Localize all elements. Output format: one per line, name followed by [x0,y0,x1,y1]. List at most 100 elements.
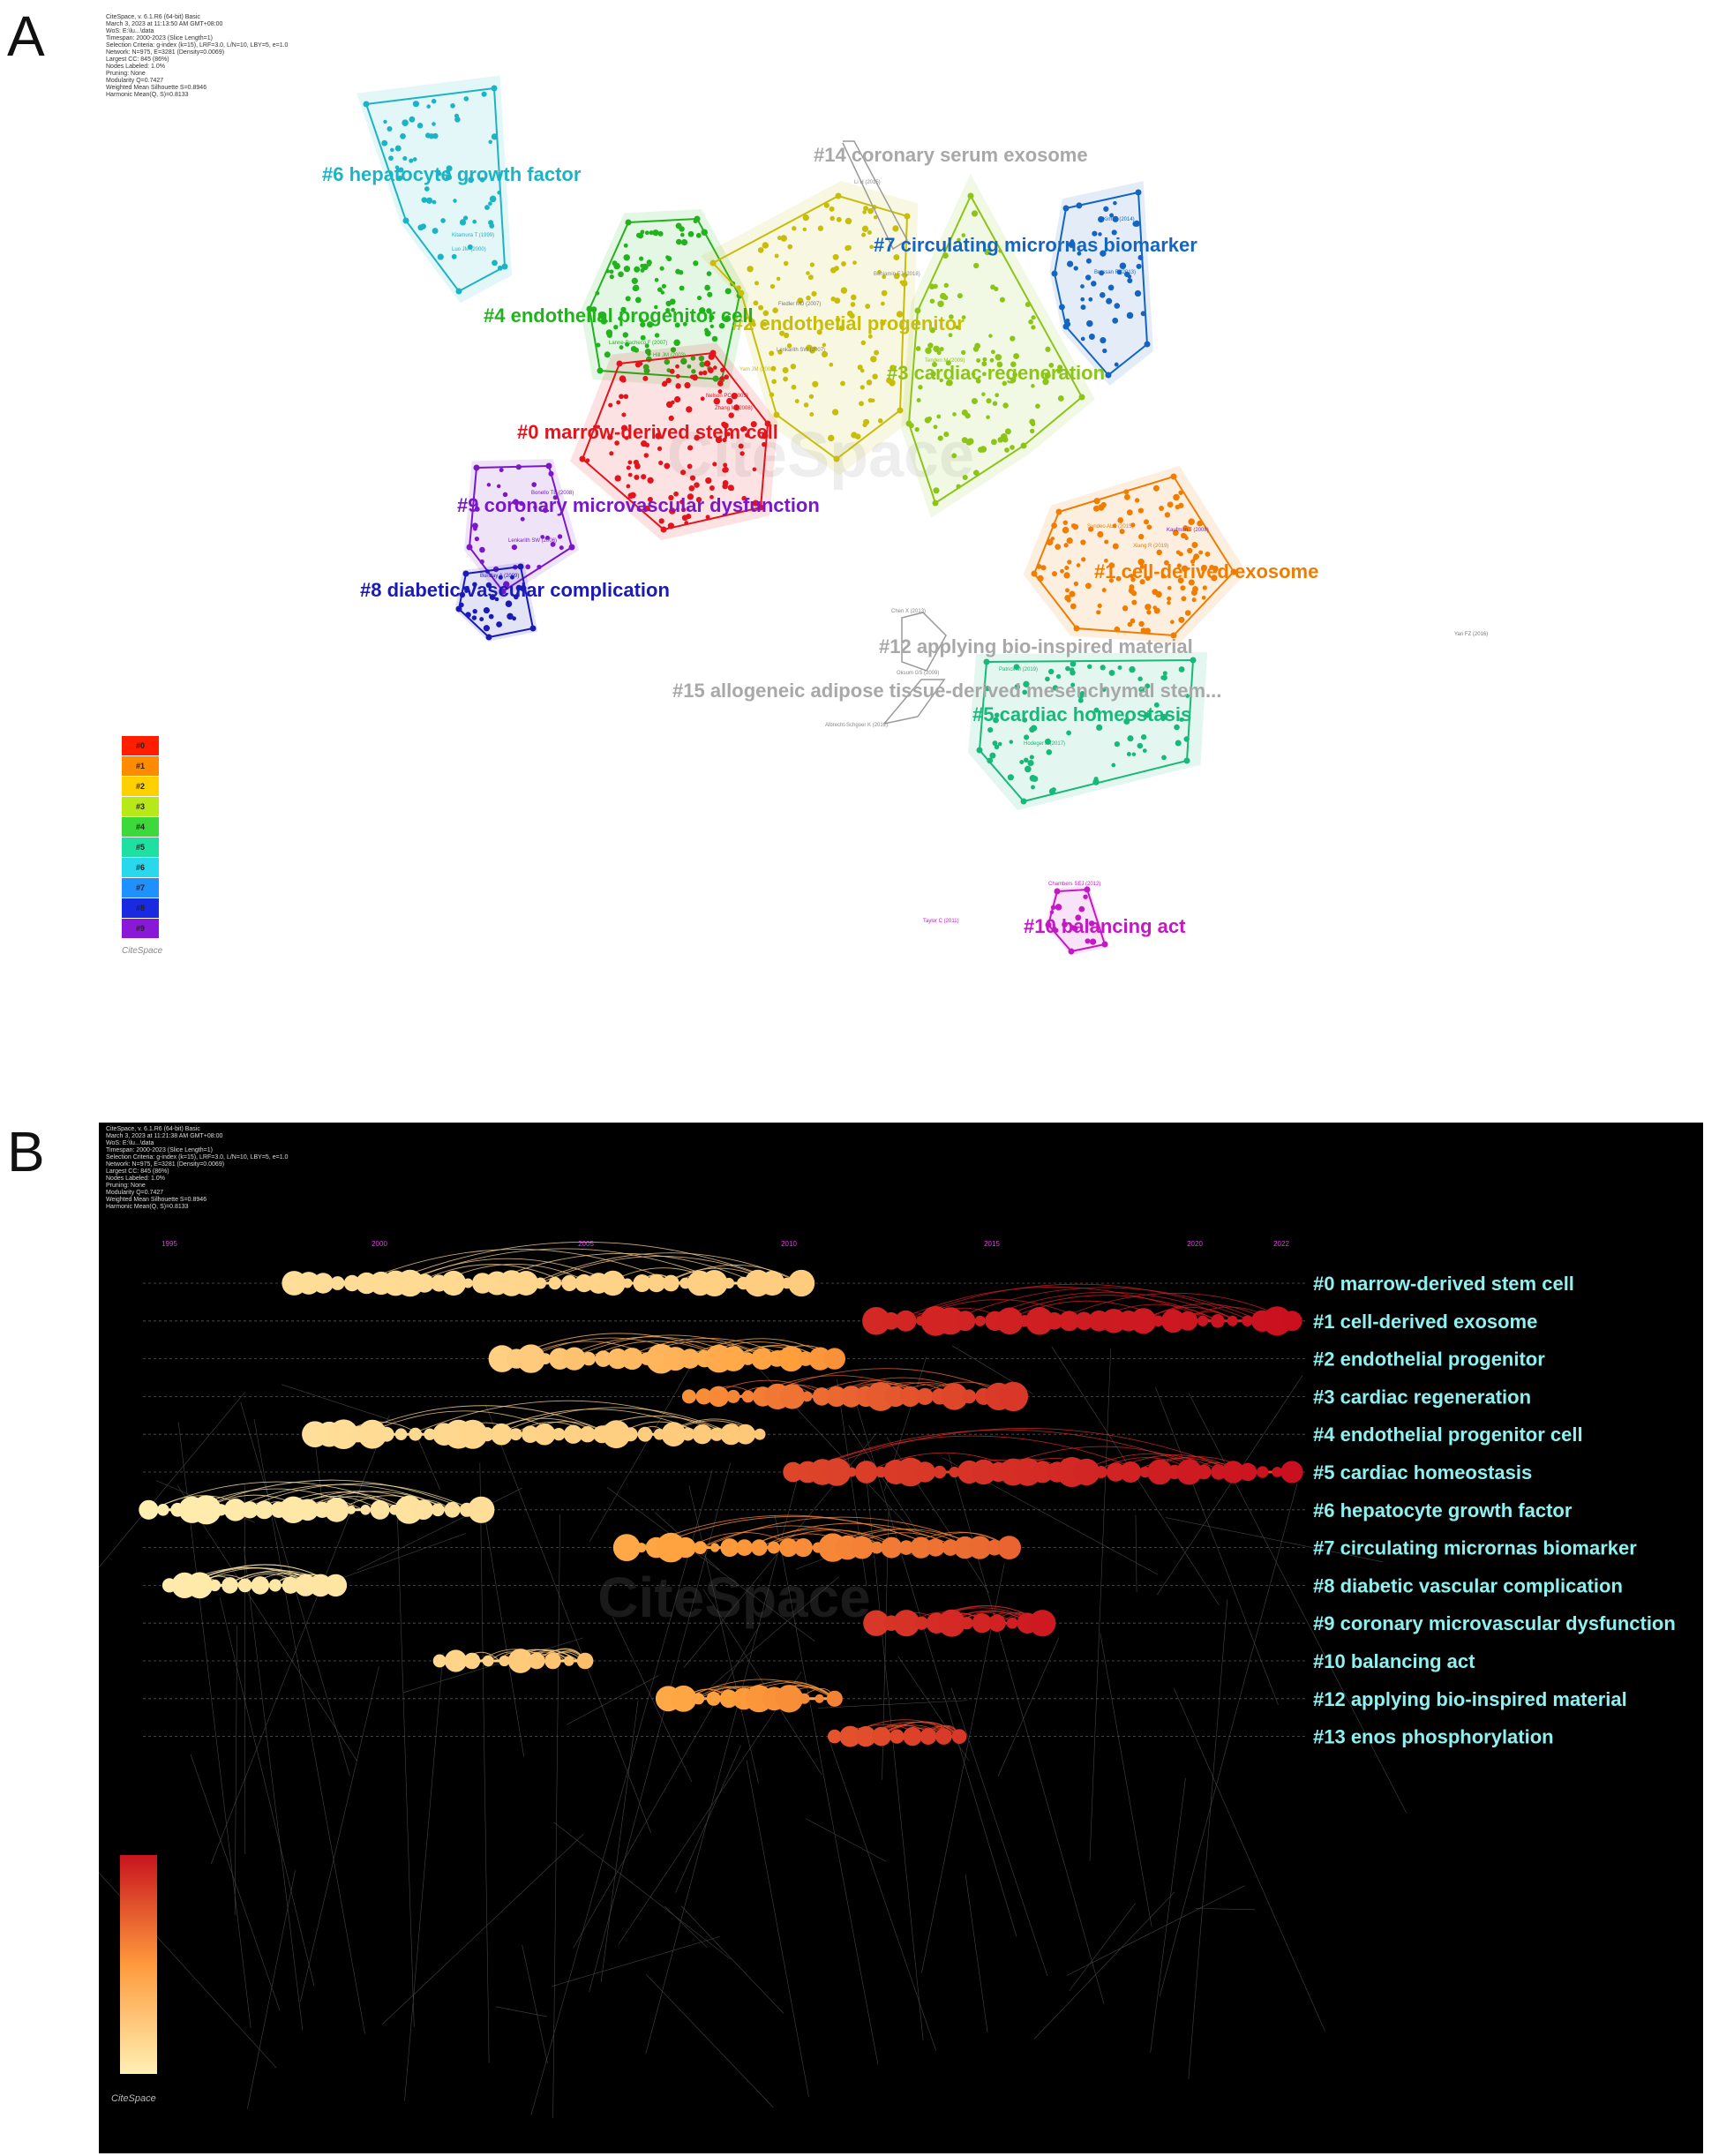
network-node [699,361,706,368]
cited-reference-node [488,1345,516,1372]
cited-reference-node [933,1465,947,1479]
network-node [1070,239,1075,244]
network-node [840,380,845,387]
network-node [1080,336,1085,342]
cited-reference-node [516,1344,545,1373]
hull-vertex-node [904,213,911,220]
cited-reference-node [1075,1311,1093,1331]
cluster-group-c6 [357,75,512,304]
network-node [1080,691,1085,695]
lane-label: #0 marrow-derived stem cell [1313,1273,1574,1295]
cited-reference-node [297,1272,320,1295]
node-author-label: Nelson PC (2005) [706,394,748,399]
network-node [657,230,664,237]
network-node [1052,571,1057,577]
network-node [642,364,649,371]
network-node [1058,304,1065,311]
network-node [1126,509,1133,516]
network-node [893,254,900,261]
network-node [1167,585,1172,590]
network-node [1023,757,1029,763]
network-node [709,314,715,320]
network-node [680,238,688,246]
network-node [471,522,478,530]
network-node [665,377,672,384]
co-citation-arc [799,1429,1210,1473]
network-node [704,330,711,337]
network-node [1040,565,1047,571]
network-node [1178,552,1183,557]
network-node [671,400,675,405]
hull-vertex-node [694,215,701,222]
cited-reference-node [360,1505,372,1515]
network-node [623,243,628,248]
network-node [720,367,725,372]
network-node [867,397,873,403]
network-node [1179,717,1184,722]
cited-reference-node [828,1729,842,1744]
network-node [698,355,705,362]
network-node [984,249,991,256]
network-node [481,91,487,97]
network-node [986,398,992,404]
cited-reference-node [647,1273,666,1293]
hull-vertex-node [1073,625,1080,632]
network-node [994,744,1000,750]
network-node [644,230,649,236]
network-node [664,462,671,470]
legend-swatch-c4: #4 [122,817,159,838]
network-node [669,507,676,515]
citation-link [737,1345,932,1551]
network-node [596,342,601,348]
network-node [1126,751,1131,757]
network-node [930,328,935,334]
network-node [989,752,996,759]
node-author-label: Lenkarith SW (2006) [508,538,557,544]
cluster-glow [1023,465,1247,644]
network-node [1192,556,1197,561]
network-node [664,358,671,365]
node-author-label: Li H (2015) [854,180,881,185]
network-node [823,202,829,208]
network-node [1143,519,1150,525]
network-node [1152,485,1160,492]
timeline-metadata: CiteSpace, v. 6.1.R6 (64-bit) Basic Marc… [106,1126,289,1210]
network-node [431,98,437,104]
cited-reference-node [720,1424,742,1446]
cited-reference-node [870,1541,883,1554]
citation-link [1155,1386,1279,1705]
cited-reference-node [854,1461,878,1484]
cited-reference-node [251,1576,270,1595]
network-node [889,379,896,387]
cited-reference-node [522,1425,539,1443]
hull-vertex-node [660,526,667,533]
network-node [675,383,681,389]
network-node [724,374,730,380]
network-node [762,321,768,327]
network-node [1042,379,1049,386]
network-node [1080,297,1085,302]
hull-vertex-node [709,349,717,357]
cited-reference-node [968,1536,992,1559]
cited-reference-node [681,1389,696,1404]
cited-reference-node [920,1728,937,1745]
citation-link [965,1874,988,2032]
network-node [1085,258,1092,264]
network-node [679,285,685,291]
network-node [647,321,654,328]
network-node [1200,564,1208,571]
cited-reference-node [1227,1315,1238,1326]
cited-reference-node [479,1427,495,1442]
network-node [769,350,775,357]
network-node [1076,202,1083,209]
cited-reference-node [379,1426,394,1442]
network-node [625,296,631,302]
citation-link [688,1485,759,1784]
panel-letter-b: B [7,1120,45,1183]
cited-reference-node [1272,1467,1283,1477]
network-node [915,346,921,351]
network-node [465,612,471,619]
co-citation-arc [702,1516,983,1549]
cited-reference-node [840,1386,862,1408]
network-node [647,496,653,503]
